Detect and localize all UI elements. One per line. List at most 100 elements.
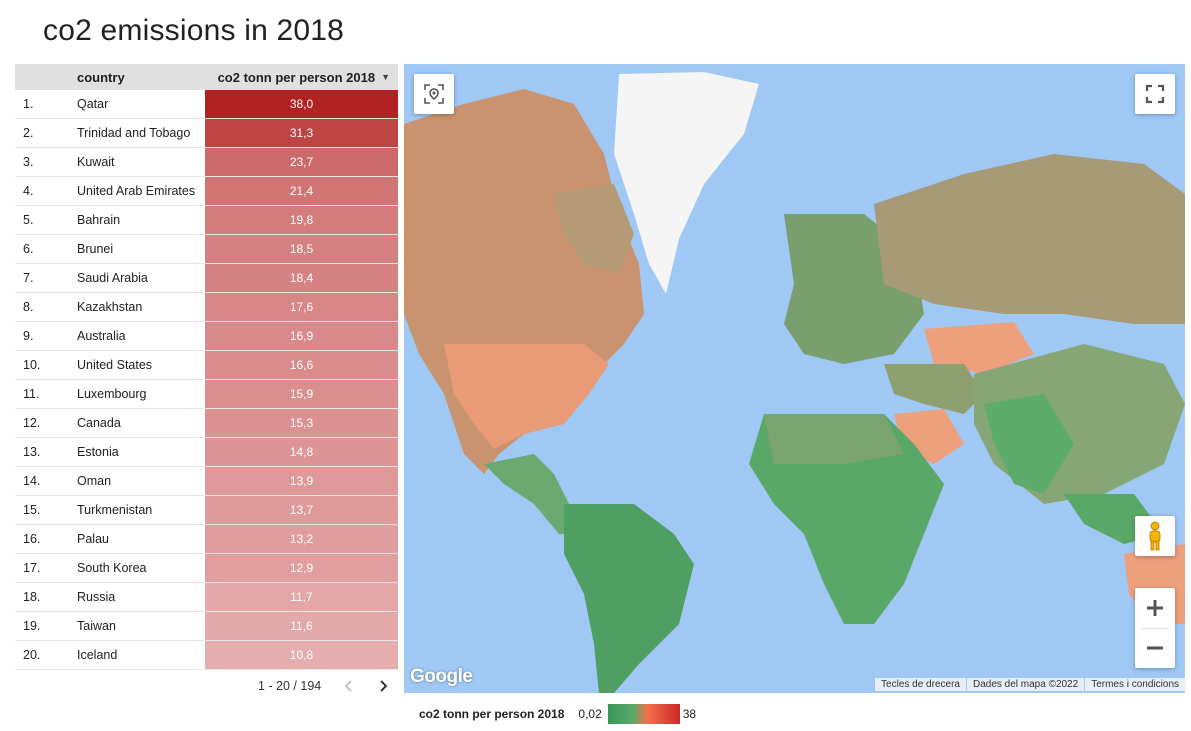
google-logo: Google	[410, 666, 473, 687]
table-row[interactable]: 16. Palau 13,2	[15, 525, 398, 554]
row-country: Kuwait	[77, 155, 115, 169]
map-data-link[interactable]: Dades del mapa ©2022	[966, 678, 1085, 691]
table-row[interactable]: 20. Iceland 10,8	[15, 641, 398, 670]
row-country: United States	[77, 358, 153, 372]
row-country: Oman	[77, 474, 112, 488]
row-co2-value: 21,4	[205, 177, 398, 205]
chevron-right-icon	[380, 680, 388, 692]
row-rank: 20.	[23, 648, 41, 662]
keyboard-shortcuts-link[interactable]: Tecles de drecera	[875, 678, 966, 691]
greenish-north-shape	[554, 184, 634, 274]
page-title: co2 emissions in 2018	[43, 14, 345, 47]
row-co2-value: 38,0	[205, 90, 398, 118]
row-rank: 10.	[23, 358, 41, 372]
table-body: 1. Qatar 38,0 2. Trinidad and Tobago 31,3 3. Ku…	[15, 90, 398, 670]
table-row[interactable]: 5. Bahrain 19,8	[15, 206, 398, 235]
table-row[interactable]: 7. Saudi Arabia 18,4	[15, 264, 398, 293]
zoom-controls	[1135, 588, 1175, 668]
row-country: Canada	[77, 416, 121, 430]
row-rank: 6.	[23, 242, 34, 256]
table-row[interactable]: 3. Kuwait 23,7	[15, 148, 398, 177]
row-country: Taiwan	[77, 619, 116, 633]
row-rank: 5.	[23, 213, 34, 227]
header-country[interactable]: country	[77, 69, 125, 85]
table-row[interactable]: 13. Estonia 14,8	[15, 438, 398, 467]
table-row[interactable]: 4. United Arab Emirates 21,4	[15, 177, 398, 206]
row-rank: 8.	[23, 300, 34, 314]
table-row[interactable]: 14. Oman 13,9	[15, 467, 398, 496]
table-row[interactable]: 6. Brunei 18,5	[15, 235, 398, 264]
row-rank: 4.	[23, 184, 34, 198]
row-country: Turkmenistan	[77, 503, 153, 517]
street-view-button[interactable]	[1135, 516, 1175, 556]
chevron-left-icon	[344, 680, 352, 692]
row-co2-value: 11,6	[205, 612, 398, 640]
legend-gradient	[607, 704, 680, 724]
row-rank: 2.	[23, 126, 34, 140]
table-row[interactable]: 2. Trinidad and Tobago 31,3	[15, 119, 398, 148]
row-co2-value: 10,8	[205, 641, 398, 669]
table-row[interactable]: 8. Kazakhstan 17,6	[15, 293, 398, 322]
row-co2-value: 17,6	[205, 293, 398, 321]
table-row[interactable]: 1. Qatar 38,0	[15, 90, 398, 119]
central-america-shape	[484, 454, 574, 534]
row-country: Saudi Arabia	[77, 271, 148, 285]
pagination-range: 1 - 20 / 194	[258, 679, 322, 693]
north-africa-shape	[764, 414, 904, 464]
row-rank: 11.	[23, 387, 40, 401]
row-co2-value: 13,9	[205, 467, 398, 495]
row-co2-value: 15,9	[205, 380, 398, 408]
row-rank: 1.	[23, 97, 34, 111]
row-co2-value: 18,5	[205, 235, 398, 263]
color-legend: co2 tonn per person 2018 0,02 38	[419, 704, 696, 724]
row-rank: 3.	[23, 155, 34, 169]
row-co2-value: 14,8	[205, 438, 398, 466]
legend-label: co2 tonn per person 2018	[419, 707, 565, 721]
my-location-button[interactable]	[414, 74, 454, 114]
terms-link[interactable]: Termes i condicions	[1085, 678, 1185, 691]
row-country: Australia	[77, 329, 126, 343]
pagination: 1 - 20 / 194	[258, 674, 395, 698]
row-country: Qatar	[77, 97, 109, 111]
middle-east-shape	[884, 364, 984, 414]
row-rank: 14.	[23, 474, 41, 488]
country-table: country co2 tonn per person 2018 ▼ 1. Qat…	[15, 64, 398, 670]
header-co2-sort[interactable]: co2 tonn per person 2018 ▼	[205, 70, 398, 85]
table-row[interactable]: 9. Australia 16,9	[15, 322, 398, 351]
row-rank: 15.	[23, 503, 41, 517]
table-row[interactable]: 19. Taiwan 11,6	[15, 612, 398, 641]
row-co2-value: 12,9	[205, 554, 398, 582]
table-row[interactable]: 11. Luxembourg 15,9	[15, 380, 398, 409]
table-row[interactable]: 10. United States 16,6	[15, 351, 398, 380]
row-country: Brunei	[77, 242, 114, 256]
row-rank: 12.	[23, 416, 41, 430]
row-co2-value: 19,8	[205, 206, 398, 234]
pegman-icon	[1149, 521, 1161, 551]
row-co2-value: 18,4	[205, 264, 398, 292]
fullscreen-button[interactable]	[1135, 74, 1175, 114]
zoom-in-button[interactable]	[1135, 588, 1175, 628]
table-row[interactable]: 12. Canada 15,3	[15, 409, 398, 438]
kazakhstan-shape	[924, 322, 1034, 374]
sort-desc-icon: ▼	[381, 72, 390, 82]
table-row[interactable]: 17. South Korea 12,9	[15, 554, 398, 583]
row-rank: 17.	[23, 561, 41, 575]
next-page-button[interactable]	[371, 674, 395, 698]
row-co2-value: 13,2	[205, 525, 398, 553]
location-pin-icon	[424, 84, 444, 104]
zoom-in-icon	[1147, 600, 1163, 616]
row-co2-value: 23,7	[205, 148, 398, 176]
row-country: Trinidad and Tobago	[77, 126, 191, 140]
zoom-out-button[interactable]	[1135, 628, 1175, 668]
prev-page-button[interactable]	[337, 674, 361, 698]
table-row[interactable]: 18. Russia 11,7	[15, 583, 398, 612]
map-attribution: Tecles de drecera Dades del mapa ©2022 T…	[874, 678, 1185, 691]
legend-max: 38	[682, 707, 697, 721]
row-rank: 9.	[23, 329, 34, 343]
africa-shape	[749, 414, 944, 624]
row-co2-value: 15,3	[205, 409, 398, 437]
row-country: Bahrain	[77, 213, 121, 227]
table-row[interactable]: 15. Turkmenistan 13,7	[15, 496, 398, 525]
world-map[interactable]: Google Tecles de drecera Dades del mapa …	[404, 64, 1185, 693]
row-country: United Arab Emirates	[77, 184, 196, 198]
